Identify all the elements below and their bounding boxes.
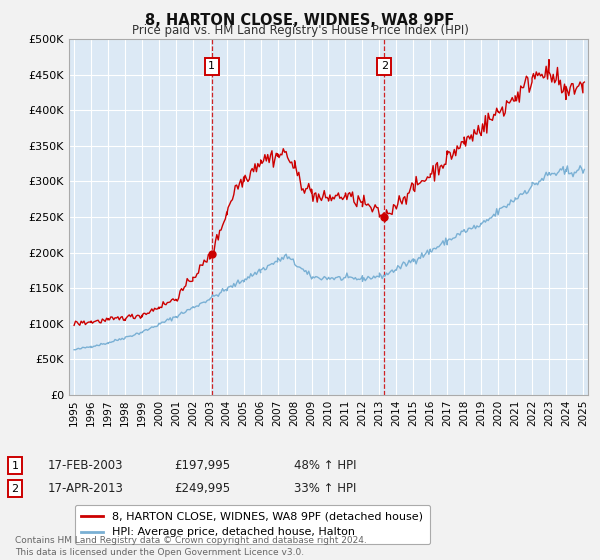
Text: 1: 1 (208, 61, 215, 71)
Text: 2: 2 (11, 484, 19, 494)
Text: Contains HM Land Registry data © Crown copyright and database right 2024.
This d: Contains HM Land Registry data © Crown c… (15, 536, 367, 557)
Text: 1: 1 (11, 461, 19, 471)
Text: 8, HARTON CLOSE, WIDNES, WA8 9PF: 8, HARTON CLOSE, WIDNES, WA8 9PF (145, 13, 455, 29)
Text: 17-FEB-2003: 17-FEB-2003 (48, 459, 124, 473)
Text: 33% ↑ HPI: 33% ↑ HPI (294, 482, 356, 496)
Text: 48% ↑ HPI: 48% ↑ HPI (294, 459, 356, 473)
Text: £197,995: £197,995 (174, 459, 230, 473)
Text: Price paid vs. HM Land Registry's House Price Index (HPI): Price paid vs. HM Land Registry's House … (131, 24, 469, 37)
Text: £249,995: £249,995 (174, 482, 230, 496)
Text: 17-APR-2013: 17-APR-2013 (48, 482, 124, 496)
Legend: 8, HARTON CLOSE, WIDNES, WA8 9PF (detached house), HPI: Average price, detached : 8, HARTON CLOSE, WIDNES, WA8 9PF (detach… (74, 505, 430, 544)
Text: 2: 2 (381, 61, 388, 71)
